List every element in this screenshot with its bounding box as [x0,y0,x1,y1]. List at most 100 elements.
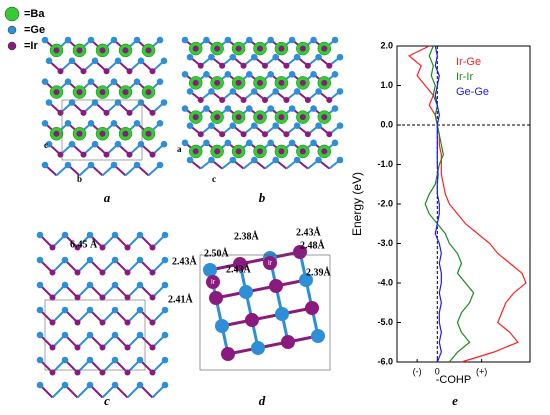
ge-atom [161,306,169,314]
ir-atom [99,89,106,96]
ir-atom [80,109,87,116]
ir-atom [122,89,129,96]
ir-atom [99,319,106,326]
ge-atom [136,306,144,314]
ir-atom [281,335,295,349]
ge-atom [91,140,99,148]
ir-atom [192,114,199,121]
y-tick-label: 2.0 [380,40,393,50]
ge-atom [293,88,301,95]
ge-atom [250,88,258,95]
ir-atom [124,294,131,301]
ge-atom [229,156,237,164]
panel-label: e [452,393,458,408]
ge-atom [136,381,144,389]
ge-atom [251,341,265,355]
ge-atom [186,88,194,95]
ge-atom [293,53,301,61]
ir-atom [126,151,133,158]
ge-atom [310,70,317,78]
ir-atom [99,269,106,276]
y-tick-label: -5.0 [377,317,393,327]
ge-atom [136,356,144,364]
ir-atom [240,62,247,69]
axis-letter: b [77,174,82,184]
ir-atom [49,369,56,376]
y-tick-label: -6.0 [377,356,393,366]
ge-atom [299,273,313,287]
axis-letter: c [212,174,216,184]
ge-atom [45,140,53,148]
ge-atom [36,381,44,389]
ge-atom [208,122,215,130]
ir-atom [262,97,268,103]
ge-atom [181,105,189,112]
ge-atom [186,156,194,164]
x-axis-label: -COHP [436,374,471,386]
ir-atom [99,244,106,251]
ir-atom [57,151,64,158]
ir-atom [321,79,328,86]
distance-label: 6.45 Å [70,238,98,250]
distance-label: 2.39Å [306,266,332,278]
legend-label: =Ba [24,8,45,20]
ge-atom [161,256,169,264]
ge-atom [331,105,339,112]
ge-atom [136,331,144,339]
ge-atom [161,231,169,239]
ge-atom [68,140,76,148]
ge-atom [86,381,94,389]
y-tick-label: -2.0 [377,198,393,208]
distance-label: 2.43Å [172,255,198,267]
ir-atom [326,131,333,138]
ir-atom [219,97,226,103]
ir-atom [124,244,131,251]
ir-atom [149,294,156,301]
distance-label: 2.48Å [300,239,326,251]
ir-atom [49,244,56,251]
ge-atom [336,53,344,61]
legend-label: Ir-Ge [456,56,481,68]
ge-atom [181,139,189,147]
ge-atom [203,70,210,78]
ir-atom [149,344,156,351]
ir-atom [145,47,152,54]
legend-swatch [7,25,17,35]
ge-atom [311,329,325,343]
ir-atom [235,79,242,86]
ge-atom [288,70,296,78]
ge-atom [336,88,344,95]
ge-atom [61,331,69,339]
ge-atom [133,78,141,85]
ge-atom [41,36,49,44]
ge-atom [229,53,237,61]
ir-atom [192,148,199,155]
ir-atom [197,131,204,138]
ge-atom [310,36,317,44]
distance-label: 2.38Å [234,230,260,242]
ge-atom [64,78,72,85]
ge-atom [110,161,118,169]
ir-atom [293,245,307,259]
ge-atom [133,120,141,127]
axis-letter: a [177,144,182,154]
ir-atom [278,148,285,155]
ge-atom [156,36,164,44]
ir-atom [278,45,285,52]
ir-atom [124,319,131,326]
ge-atom [137,57,145,65]
ge-atom [91,57,99,65]
ir-atom [99,294,106,301]
ir-atom [103,68,110,75]
ge-atom [229,88,237,95]
ir-atom [257,148,263,155]
ir-atom [57,68,64,75]
ge-atom [208,88,215,95]
ge-atom [156,78,164,85]
ge-atom [156,161,164,169]
ge-atom [310,139,317,147]
ge-atom [36,256,44,264]
cohp-curve [434,45,442,363]
ge-atom [245,36,253,44]
